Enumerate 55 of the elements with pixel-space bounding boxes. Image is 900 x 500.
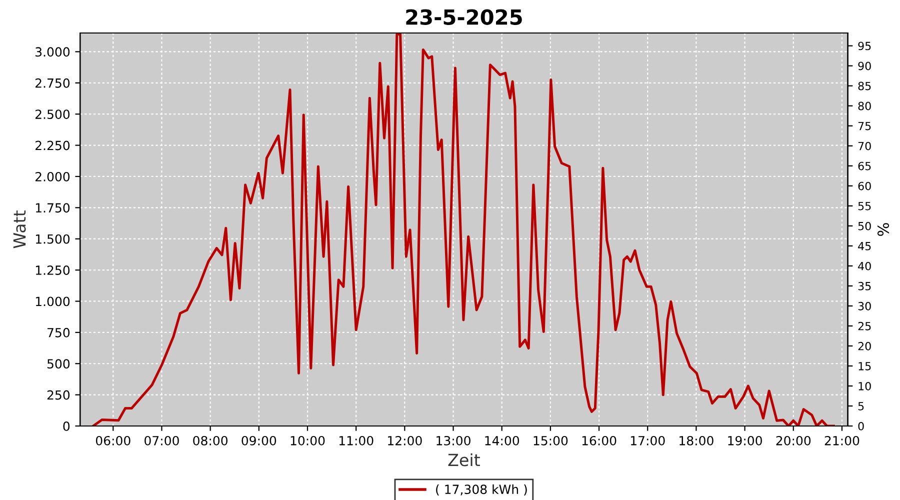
y-tick-label: 2.750: [36, 78, 70, 88]
y-tick-label: 2.500: [36, 110, 70, 120]
y2-tick-label: 35: [858, 282, 871, 290]
x-tick-label: 17:00: [630, 436, 665, 446]
y-tick-label: 1.000: [36, 296, 70, 306]
x-tick-label: 19:00: [728, 436, 762, 446]
y2-tick-label: 50: [858, 222, 871, 230]
y2-tick-label: 90: [858, 62, 871, 70]
y-tick-label: 2.000: [36, 172, 70, 182]
y-tick-label: 1.750: [36, 203, 70, 213]
chart-title: 23-5-2025: [406, 9, 522, 25]
y2-tick-label: 0: [858, 422, 864, 430]
x-tick-label: 20:00: [776, 436, 811, 446]
x-tick-label: 10:00: [290, 436, 325, 446]
y2-tick-label: 65: [858, 162, 871, 170]
y-tick-label: 0: [63, 421, 70, 431]
x-tick-label: 21:00: [824, 436, 860, 446]
y2-tick-label: 20: [858, 342, 871, 350]
y-tick-label: 250: [47, 390, 70, 400]
y2-tick-label: 10: [858, 382, 871, 390]
x-tick-label: 15:00: [534, 436, 568, 446]
x-tick-label: 16:00: [582, 436, 616, 446]
x-tick-label: 06:00: [96, 436, 130, 446]
y2-tick-label: 45: [858, 242, 871, 250]
y2-tick-label: 30: [858, 302, 871, 310]
y2-tick-label: 95: [858, 42, 871, 50]
line-series: [92, 33, 835, 426]
y-tick-label: 500: [47, 359, 70, 369]
x-tick-label: 18:00: [680, 436, 714, 446]
x-tick-label: 11:00: [339, 436, 374, 446]
x-tick-label: 13:00: [436, 436, 470, 446]
x-axis-title: Zeit: [448, 453, 480, 466]
y2-tick-label: 55: [858, 202, 871, 210]
x-tick-label: 08:00: [193, 436, 228, 446]
y2-tick-label: 60: [858, 182, 871, 190]
y-tick-label: 2.250: [36, 140, 70, 150]
y2-tick-label: 5: [858, 402, 864, 410]
x-tick-label: 12:00: [388, 436, 422, 446]
y-tick-label: 1.250: [36, 266, 70, 275]
y2-tick-label: 75: [858, 122, 871, 130]
y2-tick-label: 25: [858, 322, 871, 330]
x-tick-label: 07:00: [144, 436, 179, 446]
y2-tick-label: 15: [858, 362, 871, 370]
y2-tick-label: 70: [858, 142, 871, 150]
y2-tick-label: 80: [858, 102, 871, 110]
x-tick-label: 09:00: [242, 436, 276, 446]
legend-label: ( 17,308 kWh ): [436, 484, 527, 496]
y2-axis-title: %: [877, 223, 890, 236]
y-axis-title: Watt: [13, 210, 26, 248]
y-tick-label: 750: [48, 328, 70, 338]
y-tick-label: 1.500: [36, 234, 70, 244]
x-tick-label: 14:00: [485, 436, 520, 446]
y-tick-label: 3.000: [36, 47, 70, 57]
y2-tick-label: 40: [858, 262, 871, 270]
y2-tick-label: 85: [858, 82, 871, 90]
